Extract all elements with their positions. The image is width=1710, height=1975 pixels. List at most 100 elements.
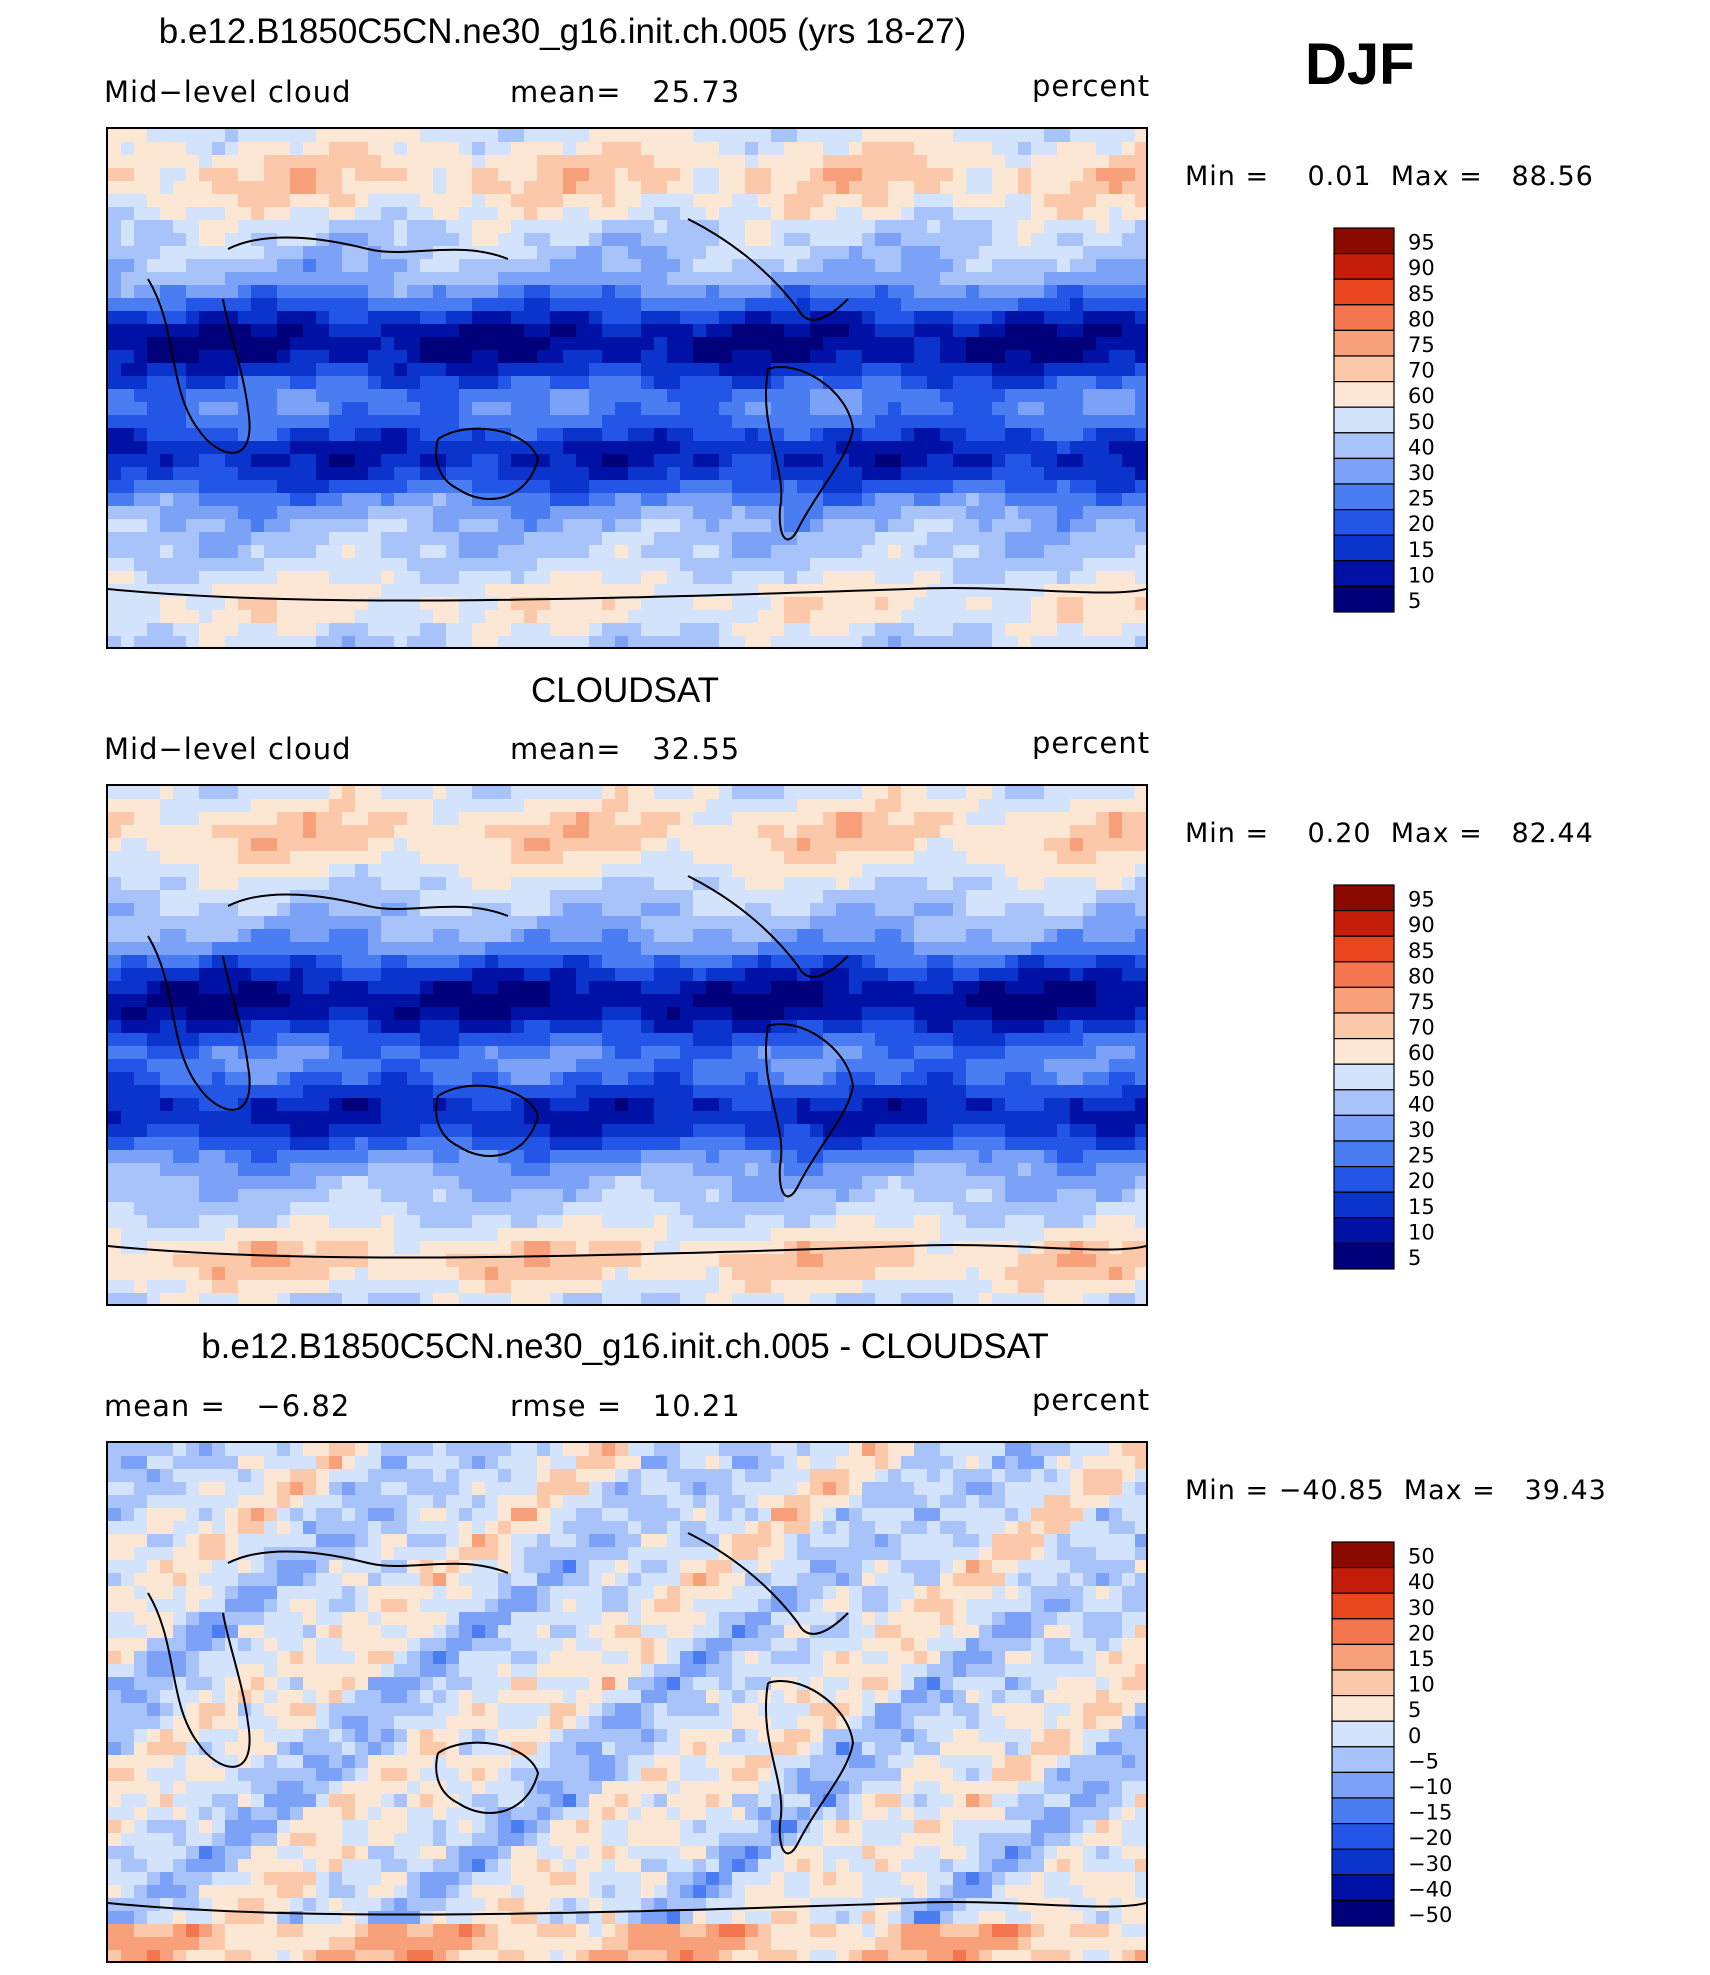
model-colorbar-box bbox=[1333, 278, 1395, 306]
obs-colorbar-box bbox=[1333, 910, 1395, 937]
obs-colorbar-label: 5 bbox=[1408, 1246, 1421, 1270]
model-colorbar-box bbox=[1333, 406, 1395, 434]
model-colorbar-box bbox=[1333, 227, 1395, 255]
obs-colorbar-box bbox=[1333, 1063, 1395, 1091]
diff-colorbar-box bbox=[1331, 1746, 1395, 1774]
model-colorbar-box bbox=[1333, 381, 1395, 408]
obs-units-label: percent bbox=[1032, 726, 1151, 760]
obs-colorbar-label: 70 bbox=[1408, 1016, 1435, 1040]
model-colorbar-label: 10 bbox=[1408, 563, 1435, 587]
obs-colorbar-box bbox=[1333, 1166, 1395, 1193]
obs-variable-label: Mid−level cloud bbox=[104, 732, 352, 766]
model-colorbar-box bbox=[1333, 483, 1395, 511]
diff-colorbar-box bbox=[1331, 1874, 1395, 1901]
model-colorbar-box bbox=[1333, 432, 1395, 460]
diff-colorbar-label: −40 bbox=[1408, 1877, 1452, 1901]
model-colorbar-label: 40 bbox=[1408, 435, 1435, 459]
diff-colorbar-label: −20 bbox=[1408, 1826, 1452, 1850]
obs-colorbar-label: 90 bbox=[1408, 913, 1435, 937]
diff-colorbar-label: 20 bbox=[1408, 1621, 1435, 1645]
model-colorbar-box bbox=[1333, 534, 1395, 562]
obs-colorbar-label: 20 bbox=[1408, 1169, 1435, 1193]
obs-colorbar-label: 25 bbox=[1408, 1144, 1435, 1168]
obs-colorbar-box bbox=[1333, 1242, 1395, 1270]
obs-colorbar: 95 90 85 80 75 70 60 50 40 30 25 20 15 10 5 bbox=[1333, 884, 1494, 1273]
diff-colorbar-label: −10 bbox=[1408, 1775, 1452, 1799]
model-colorbar-label: 70 bbox=[1408, 359, 1435, 383]
obs-colorbar-box bbox=[1333, 1012, 1395, 1040]
model-colorbar-label: 75 bbox=[1408, 333, 1435, 357]
diff-colorbar-label: 5 bbox=[1408, 1698, 1421, 1722]
model-colorbar-label: 85 bbox=[1408, 282, 1435, 306]
season-label: DJF bbox=[1305, 32, 1415, 97]
model-colorbar-label: 20 bbox=[1408, 512, 1435, 536]
diff-mean-label: mean = −6.82 bbox=[104, 1389, 351, 1423]
obs-colorbar-label: 60 bbox=[1408, 1041, 1435, 1065]
obs-colorbar-label: 80 bbox=[1408, 964, 1435, 988]
obs-colorbar-box bbox=[1333, 1089, 1395, 1117]
diff-coastlines bbox=[108, 1532, 1146, 1916]
obs-colorbar-box bbox=[1333, 935, 1395, 963]
model-colorbar-label: 15 bbox=[1408, 538, 1435, 562]
obs-colorbar-box bbox=[1333, 1038, 1395, 1065]
diff-colorbar: 50 40 30 20 15 10 5 0 −5 −10 −15 −20 −30 −40 −50 bbox=[1331, 1541, 1492, 1930]
obs-colorbar-label: 15 bbox=[1408, 1195, 1435, 1219]
diff-rmse-label: rmse = 10.21 bbox=[510, 1389, 741, 1423]
diff-colorbar-box bbox=[1331, 1899, 1395, 1927]
diff-colorbar-label: 10 bbox=[1408, 1673, 1435, 1697]
model-coastlines bbox=[108, 218, 1146, 602]
obs-colorbar-box bbox=[1333, 1217, 1395, 1244]
obs-panel-title: CLOUDSAT bbox=[531, 671, 719, 710]
diff-colorbar-box bbox=[1331, 1567, 1395, 1594]
diff-colorbar-box bbox=[1331, 1592, 1395, 1620]
obs-colorbar-box bbox=[1333, 986, 1395, 1014]
model-colorbar-label: 80 bbox=[1408, 307, 1435, 331]
diff-colorbar-box bbox=[1331, 1771, 1395, 1799]
obs-coastlines bbox=[108, 875, 1146, 1259]
diff-colorbar-label: −5 bbox=[1408, 1749, 1439, 1773]
diff-colorbar-label: −50 bbox=[1408, 1903, 1452, 1927]
diff-colorbar-label: 15 bbox=[1408, 1647, 1435, 1671]
obs-colorbar-label: 50 bbox=[1408, 1067, 1435, 1091]
diff-minmax: Min = −40.85 Max = 39.43 bbox=[1185, 1475, 1607, 1506]
obs-colorbar-box bbox=[1333, 884, 1395, 912]
diff-colorbar-box bbox=[1331, 1618, 1395, 1646]
model-colorbar-label: 25 bbox=[1408, 487, 1435, 511]
obs-mean-label: mean= 32.55 bbox=[510, 732, 741, 766]
obs-colorbar-box bbox=[1333, 1114, 1395, 1142]
obs-map-field bbox=[108, 786, 1146, 1304]
model-colorbar-box bbox=[1333, 329, 1395, 357]
obs-colorbar-label: 95 bbox=[1408, 888, 1435, 912]
obs-colorbar-box bbox=[1333, 1140, 1395, 1168]
model-panel-title: b.e12.B1850C5CN.ne30_g16.init.ch.005 (yr… bbox=[158, 12, 967, 51]
diff-colorbar-box bbox=[1331, 1720, 1395, 1748]
diff-colorbar-box bbox=[1331, 1823, 1395, 1850]
model-colorbar-label: 30 bbox=[1408, 461, 1435, 485]
diff-map-field bbox=[108, 1443, 1146, 1961]
model-mean-label: mean= 25.73 bbox=[510, 75, 741, 109]
diff-colorbar-box bbox=[1331, 1669, 1395, 1697]
diff-colorbar-box bbox=[1331, 1797, 1395, 1825]
diff-colorbar-box bbox=[1331, 1695, 1395, 1722]
model-variable-label: Mid−level cloud bbox=[104, 75, 352, 109]
diff-colorbar-label: −30 bbox=[1408, 1852, 1452, 1876]
diff-colorbar-label: 40 bbox=[1408, 1570, 1435, 1594]
model-map bbox=[106, 127, 1148, 649]
model-colorbar-box bbox=[1333, 585, 1395, 613]
obs-map bbox=[106, 784, 1148, 1306]
model-colorbar-label: 95 bbox=[1408, 231, 1435, 255]
diff-colorbar-box bbox=[1331, 1643, 1395, 1671]
diff-colorbar-label: −15 bbox=[1408, 1801, 1452, 1825]
model-colorbar-label: 60 bbox=[1408, 384, 1435, 408]
diff-colorbar-box bbox=[1331, 1848, 1395, 1876]
model-colorbar: 95 90 85 80 75 70 60 50 40 30 25 20 15 10 5 bbox=[1333, 227, 1494, 616]
obs-colorbar-label: 40 bbox=[1408, 1092, 1435, 1116]
diff-colorbar-label: 0 bbox=[1408, 1724, 1421, 1748]
model-map-field bbox=[108, 129, 1146, 647]
model-colorbar-label: 50 bbox=[1408, 410, 1435, 434]
model-colorbar-box bbox=[1333, 560, 1395, 587]
obs-colorbar-label: 30 bbox=[1408, 1118, 1435, 1142]
model-minmax: Min = 0.01 Max = 88.56 bbox=[1185, 161, 1594, 192]
